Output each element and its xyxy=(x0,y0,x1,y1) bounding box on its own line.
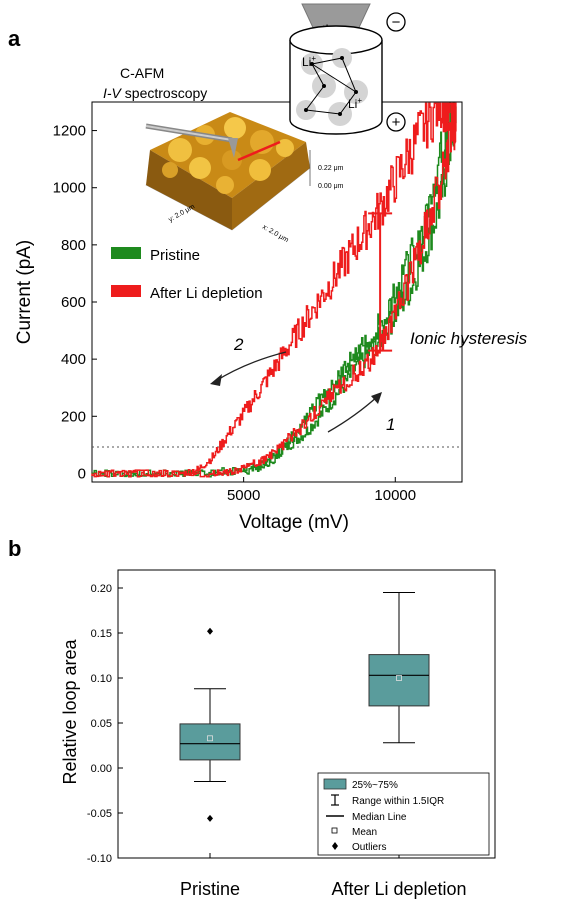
cafm-inset: C-AFM I-V spectroscopy 0.22 μm xyxy=(103,65,344,244)
iv-y-tick-label: 1000 xyxy=(53,180,86,197)
iv-x-tick-label: 10000 xyxy=(374,487,416,504)
iv-y-tick-label: 400 xyxy=(61,351,86,368)
iv-y-tick-label: 1200 xyxy=(53,123,86,140)
tip-schematic: tip Li+ Li+ − + xyxy=(289,3,406,135)
box-y-tick-label: 0.20 xyxy=(91,583,112,595)
box-marks xyxy=(179,592,430,822)
box-y-ticks: -0.10 -0.05 0.00 0.05 0.10 0.15 0.20 xyxy=(87,583,123,865)
inset-title-line2: I-V spectroscopy xyxy=(103,85,207,101)
legend-iqr-label: 25%~75% xyxy=(352,780,398,791)
iv-y-tick-label: 200 xyxy=(61,408,86,425)
box-y-axis-label: Relative loop area xyxy=(60,638,80,784)
legend-pristine-swatch xyxy=(111,247,141,259)
legend-median-label: Median Line xyxy=(352,812,407,823)
afm-topography-image: 0.22 μm 0.00 μm y: 2.0 μm x: 2.0 μm xyxy=(145,112,344,245)
plus-sign: + xyxy=(392,114,401,131)
iv-series-line-1 xyxy=(91,102,457,478)
box-outlier xyxy=(207,814,213,822)
iv-y-tick-label: 800 xyxy=(61,237,86,254)
minus-terminal-icon xyxy=(386,12,406,32)
box-category-pristine: Pristine xyxy=(180,879,240,899)
li-ion-label-1: Li+ xyxy=(302,54,316,69)
box-mean-marker xyxy=(207,735,213,742)
legend-after-swatch xyxy=(111,285,141,297)
iv-y-ticks: 0 200 400 600 800 1000 1200 xyxy=(53,123,97,482)
iv-x-tick-label: 5000 xyxy=(227,487,260,504)
box-legend: 25%~75% Range within 1.5IQR Median Line … xyxy=(317,772,490,856)
box-mean-marker xyxy=(396,675,402,681)
iv-y-tick-label: 600 xyxy=(61,294,86,311)
box-y-tick-label: 0.05 xyxy=(91,718,112,730)
ionic-hysteresis-label: Ionic hysteresis xyxy=(410,329,528,348)
iv-y-axis-label: Current (pA) xyxy=(14,240,35,345)
afm-axis-left: y: 2.0 μm xyxy=(168,203,197,224)
box-category-after: After Li depletion xyxy=(331,879,466,899)
arrowhead-icon xyxy=(371,392,382,404)
legend-range-icon xyxy=(331,794,339,806)
iv-series xyxy=(91,102,457,478)
legend-outlier-label: Outliers xyxy=(352,842,386,853)
box-plot-frame xyxy=(117,569,496,859)
afm-scale-top: 0.22 μm xyxy=(318,165,344,172)
inset-title-line1: C-AFM xyxy=(120,65,164,81)
legend-mean-label: Mean xyxy=(352,827,377,838)
iv-x-axis-label: Voltage (mV) xyxy=(239,512,349,533)
box-iqr xyxy=(179,723,241,761)
sweep-1-label: 1 xyxy=(386,415,395,434)
legend-range-label: Range within 1.5IQR xyxy=(352,796,444,807)
box-y-tick-label: 0.10 xyxy=(91,673,112,685)
inset-spectroscopy: spectroscopy xyxy=(121,85,207,101)
box-y-tick-label: -0.05 xyxy=(87,808,112,820)
iv-y-tick-label: 0 xyxy=(78,465,86,482)
box-legend-frame xyxy=(317,772,490,856)
li-ion-label-2: Li+ xyxy=(348,96,362,111)
box-y-tick-label: -0.10 xyxy=(87,853,112,865)
iv-legend: Pristine After Li depletion xyxy=(111,247,263,302)
panel-a-letter: a xyxy=(8,26,21,51)
sweep-2-label: 2 xyxy=(233,335,244,354)
legend-pristine-label: Pristine xyxy=(150,247,200,264)
legend-outlier-icon xyxy=(332,842,338,850)
hysteresis-marker xyxy=(368,212,393,352)
box-y-tick-label: 0.00 xyxy=(91,763,112,775)
iv-x-ticks: 5000 10000 xyxy=(227,477,416,504)
minus-sign: − xyxy=(392,14,401,31)
sweep-arrow-2: 2 xyxy=(210,335,287,386)
iv-plot-frame xyxy=(91,101,463,483)
box-outlier xyxy=(207,627,213,635)
plus-terminal-icon xyxy=(386,112,406,132)
box-chart: -0.10 -0.05 0.00 0.05 0.10 0.15 0.20 Relative … xyxy=(60,569,496,899)
panel-b-letter: b xyxy=(8,536,21,561)
inset-iv-italic: I-V xyxy=(103,85,123,101)
iv-chart: 0 200 400 600 800 1000 1200 5000 10000 Current … xyxy=(14,101,528,533)
afm-scale-bottom: 0.00 μm xyxy=(318,183,344,190)
legend-after-label: After Li depletion xyxy=(150,285,263,302)
legend-iqr-swatch xyxy=(323,778,347,790)
legend-mean-icon xyxy=(331,827,338,834)
arrowhead-icon xyxy=(210,374,222,386)
box-y-tick-label: 0.15 xyxy=(91,628,112,640)
sweep-arrow-1: 1 xyxy=(327,392,395,434)
afm-axis-right: x: 2.0 μm xyxy=(261,224,290,245)
